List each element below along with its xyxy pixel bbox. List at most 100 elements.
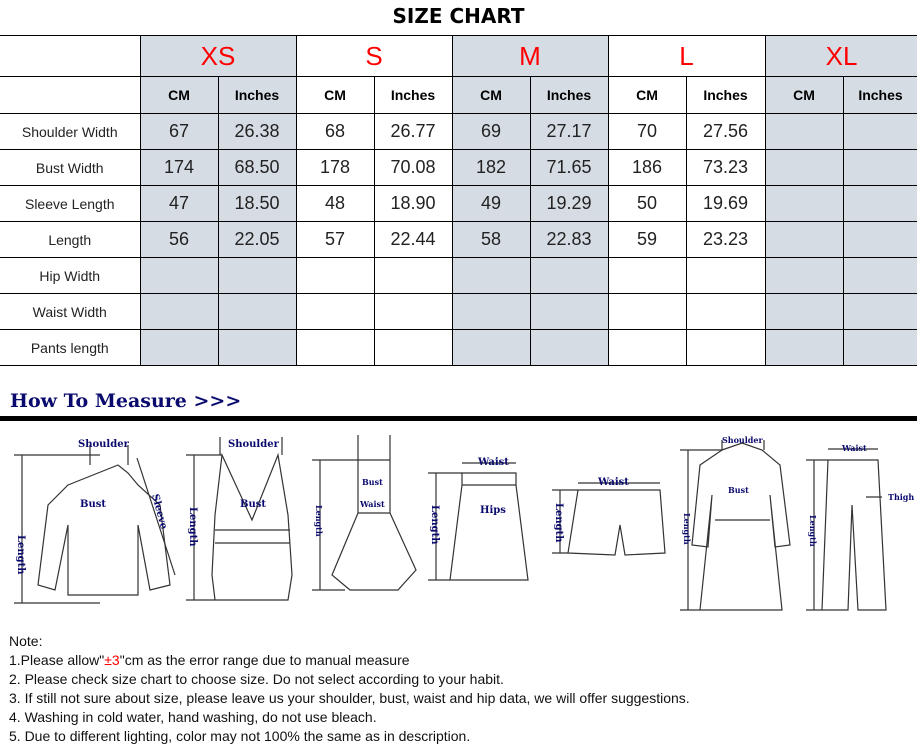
bust-label: Bust [728, 485, 749, 495]
measurement-cell: 68.50 [217, 149, 297, 186]
table-row: Shoulder Width 67 26.38 68 26.77 69 27.17 70 27.… [0, 113, 917, 150]
row-label: Length [0, 221, 141, 258]
size-header-s: S [295, 35, 453, 77]
measurement-cell [842, 149, 917, 186]
table-row: Length 56 22.05 57 22.44 58 22.83 59 23.23 [0, 221, 917, 258]
measurement-cell: 58 [451, 221, 531, 258]
unit-header-inches: Inches [529, 76, 609, 114]
measurement-cell [764, 293, 844, 330]
coat-diagram: Shoulder Bust Length [680, 435, 791, 611]
note-1-text-end: "cm as the error range due to manual mea… [119, 652, 410, 668]
measurement-cell [685, 257, 766, 294]
measurement-cell [764, 257, 844, 294]
measurement-cell [529, 257, 609, 294]
row-label: Pants length [0, 329, 141, 366]
table-row: Bust Width 174 68.50 178 70.08 182 71.65 186 73.… [0, 149, 917, 186]
size-header-m: M [451, 35, 609, 77]
row-label: Hip Width [0, 257, 141, 294]
measurement-cell [217, 329, 297, 366]
skirt-diagram: Waist Hips Length [428, 457, 529, 581]
note-5: 5. Due to different lighting, color may … [9, 728, 471, 744]
measurement-cell [139, 293, 219, 330]
measurement-cell: 67 [139, 113, 219, 150]
unit-header-inches: Inches [217, 76, 297, 114]
measure-diagrams: Shoulder Bust Length Sleeve Shoulder Bus… [14, 435, 914, 611]
page-title: SIZE CHART [392, 4, 525, 28]
table-row: Sleeve Length 47 18.50 48 18.90 49 19.29 50 19.6… [0, 185, 917, 222]
measurement-cell [764, 329, 844, 366]
measurement-cell: 50 [607, 185, 687, 222]
unit-header-inches: Inches [842, 76, 917, 114]
measurement-cell: 59 [607, 221, 687, 258]
note-2: 2. Please check size chart to choose siz… [9, 671, 504, 687]
measurement-cell [842, 293, 917, 330]
measurement-cell: 47 [139, 185, 219, 222]
notes-heading: Note: [9, 633, 43, 649]
measurement-cell: 23.23 [685, 221, 766, 258]
measurement-cell: 27.17 [529, 113, 609, 150]
pants-diagram: Waist Thigh Length [806, 443, 914, 611]
length-label: Length [429, 505, 440, 545]
unit-header-inches: Inches [373, 76, 453, 114]
bust-label: Bust [80, 499, 106, 510]
measurement-cell: 186 [607, 149, 687, 186]
dress-diagram: Bust Waist Length [312, 435, 417, 591]
measurement-cell: 70.08 [373, 149, 453, 186]
measurement-cell [607, 293, 687, 330]
length-label: Length [15, 535, 26, 575]
measurement-cell [373, 257, 453, 294]
size-header-xl: XL [764, 35, 917, 77]
measurement-cell [764, 221, 844, 258]
tank-diagram: Shoulder Bust Length [186, 437, 293, 601]
unit-header-cm: CM [764, 76, 844, 114]
measurement-cell [139, 257, 219, 294]
measurement-cell: 71.65 [529, 149, 609, 186]
waist-label: Waist [359, 499, 385, 509]
table-row: Pants length [0, 329, 917, 366]
measurement-cell [842, 329, 917, 366]
measurement-cell [607, 329, 687, 366]
measurement-cell [685, 329, 766, 366]
measurement-cell [529, 329, 609, 366]
row-label: Shoulder Width [0, 113, 141, 150]
notes: Note: 1.Please allow"±3"cm as the error … [9, 632, 690, 746]
length-label: Length [314, 505, 324, 537]
measurement-cell: 22.05 [217, 221, 297, 258]
measurement-cell [451, 329, 531, 366]
note-3: 3. If still not sure about size, please … [9, 690, 690, 706]
waist-label: Waist [841, 443, 867, 453]
measurement-cell: 69 [451, 113, 531, 150]
measurement-cell: 22.44 [373, 221, 453, 258]
measurement-cell: 18.50 [217, 185, 297, 222]
how-to-measure-heading: How To Measure >>> [10, 390, 242, 412]
length-label: Length [808, 515, 818, 547]
measurement-cell [451, 257, 531, 294]
waist-label: Waist [597, 477, 629, 488]
measurement-cell: 48 [295, 185, 375, 222]
bust-label: Bust [362, 477, 383, 487]
unit-header-cm: CM [451, 76, 531, 114]
measurement-cell: 174 [139, 149, 219, 186]
measurement-cell: 18.90 [373, 185, 453, 222]
thigh-label: Thigh [888, 492, 914, 502]
size-label: L [679, 40, 694, 71]
measurement-cell [607, 257, 687, 294]
measurement-cell: 73.23 [685, 149, 766, 186]
sleeve-label: Sleeve [149, 493, 169, 531]
table-row: Hip Width [0, 257, 917, 294]
measurement-cell: 26.77 [373, 113, 453, 150]
corner-cell [0, 35, 141, 77]
table-row: Waist Width [0, 293, 917, 330]
measurement-cell [217, 293, 297, 330]
length-label: Length [187, 507, 198, 547]
measurement-cell [295, 257, 375, 294]
row-label: Bust Width [0, 149, 141, 186]
measurement-cell [764, 149, 844, 186]
note-1-tolerance: ±3 [104, 652, 120, 668]
divider [0, 416, 917, 421]
measurement-cell: 182 [451, 149, 531, 186]
note-4: 4. Washing in cold water, hand washing, … [9, 709, 377, 725]
length-label: Length [553, 503, 564, 543]
measurement-cell [217, 257, 297, 294]
measurement-cell [295, 293, 375, 330]
